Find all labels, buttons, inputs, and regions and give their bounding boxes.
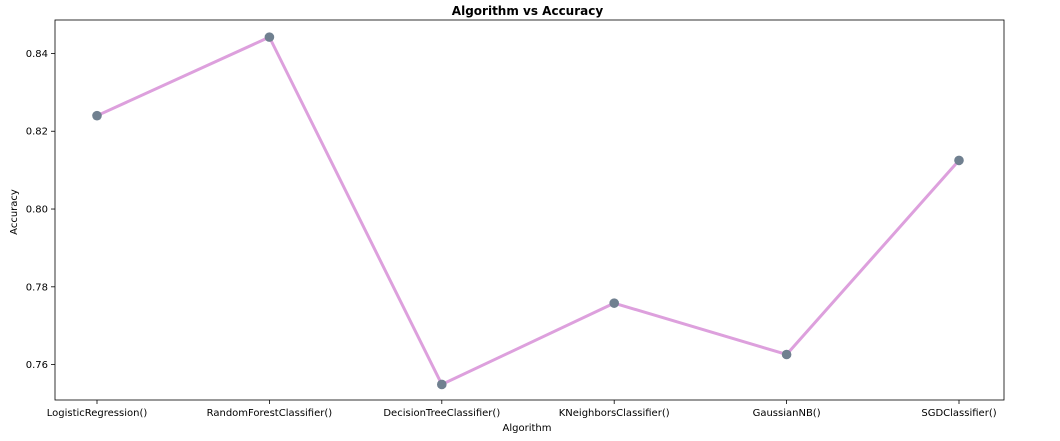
x-tick-label: RandomForestClassifier() <box>207 408 333 419</box>
data-point <box>264 32 275 42</box>
x-axis-label: Algorithm <box>503 423 552 434</box>
data-point <box>92 110 102 121</box>
chart-title: Algorithm vs Accuracy <box>452 4 604 18</box>
x-tick-label: SGDClassifier() <box>921 408 996 419</box>
y-tick-label: 0.82 <box>26 127 48 138</box>
x-tick-label: LogisticRegression() <box>47 408 148 419</box>
x-tick-label: DecisionTreeClassifier() <box>383 408 500 419</box>
data-point <box>954 155 964 166</box>
series-line <box>95 35 961 386</box>
axes-frame <box>54 19 1005 401</box>
y-tick-label: 0.76 <box>26 360 48 371</box>
x-tick-label: GaussianNB() <box>753 408 821 419</box>
y-axis: 0.76 0.78 0.80 0.82 0.84 <box>26 49 55 371</box>
series-layer <box>92 32 964 390</box>
y-tick-label: 0.84 <box>26 49 48 60</box>
y-axis-label: Accuracy <box>9 189 20 235</box>
data-point <box>781 349 792 360</box>
y-tick-label: 0.78 <box>26 282 48 293</box>
data-point <box>609 298 619 308</box>
plot-area: 0.76 0.78 0.80 0.82 0.84 LogisticRegression(… <box>26 19 1005 419</box>
y-tick-label: 0.80 <box>26 205 48 216</box>
data-point <box>437 379 447 390</box>
x-axis: LogisticRegression() RandomForestClassifi… <box>47 400 997 419</box>
x-tick-label: KNeighborsClassifier() <box>559 408 670 419</box>
